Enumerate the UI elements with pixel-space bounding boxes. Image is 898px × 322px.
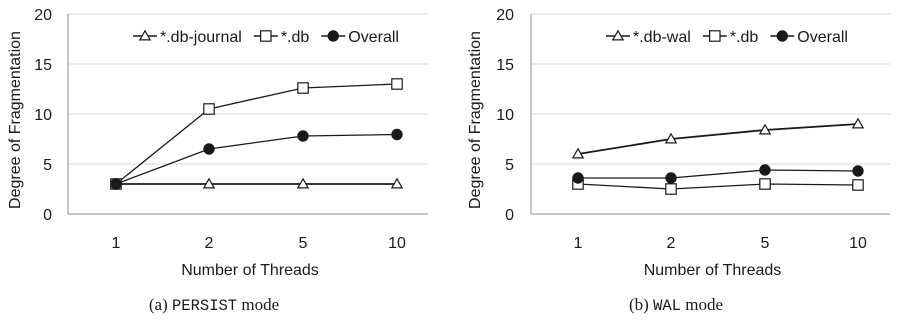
data-point: [390, 177, 404, 189]
caption-mode: WAL: [653, 297, 681, 315]
series-line: [115, 83, 398, 185]
y-tick-label: 0: [505, 207, 514, 224]
data-point: [852, 165, 864, 177]
caption-mode: PERSIST: [172, 297, 237, 315]
data-point: [572, 172, 584, 184]
data-point: [391, 128, 403, 141]
legend-label: *.db-journal: [160, 29, 242, 46]
caption: (a) PERSIST mode: [149, 295, 279, 315]
legend-marker: [260, 30, 272, 42]
y-tick-label: 5: [505, 157, 514, 174]
data-point: [203, 103, 215, 115]
legend-label: *.db: [281, 29, 310, 46]
legend-marker: [138, 29, 152, 41]
y-tick-label: 10: [496, 107, 514, 124]
y-tick-label: 0: [43, 207, 52, 224]
x-axis-label: Number of Threads: [644, 262, 782, 279]
data-point: [852, 179, 864, 191]
legend-marker: [709, 30, 721, 42]
data-point: [665, 172, 677, 184]
x-tick-label: 5: [299, 235, 308, 252]
y-axis-label: Degree of Fragmentation: [7, 31, 24, 209]
y-tick-label: 10: [34, 107, 52, 124]
x-tick-label: 10: [388, 235, 406, 252]
y-axis-label: Degree of Fragmentation: [467, 31, 484, 209]
y-tick-label: 15: [496, 57, 514, 74]
data-point: [571, 147, 585, 159]
chart-persist-mode: 0 5 10 15 20 1 2 5 10 Number of Threads Degree of …: [7, 7, 428, 315]
data-point: [851, 117, 865, 129]
x-tick-label: 2: [205, 235, 214, 252]
legend-label: Overall: [797, 29, 848, 46]
legend-label: *.db: [730, 29, 759, 46]
caption: (b) WAL mode: [629, 295, 723, 315]
legend-marker: [611, 29, 625, 41]
x-tick-label: 10: [849, 235, 867, 252]
caption-suffix: mode: [237, 295, 279, 314]
caption-suffix: mode: [681, 295, 723, 314]
y-tick-label: 15: [34, 57, 52, 74]
data-point: [664, 132, 678, 144]
data-point: [296, 177, 310, 189]
x-tick-label: 5: [761, 235, 770, 252]
data-point: [202, 177, 216, 189]
y-tick-label: 5: [43, 157, 52, 174]
data-point: [759, 164, 771, 176]
chart-wal-mode: 0 5 10 15 20 1 2 5 10 Number of Threads Degree of …: [467, 7, 890, 315]
x-tick-label: 1: [112, 235, 121, 252]
data-point: [110, 178, 122, 190]
data-point: [759, 178, 771, 190]
legend-label: *.db-wal: [633, 29, 691, 46]
series-line: [577, 183, 859, 190]
data-point: [297, 130, 309, 142]
data-point: [297, 82, 309, 94]
data-point: [758, 123, 772, 135]
y-tick-label: 20: [496, 7, 514, 24]
series-line: [577, 123, 859, 155]
legend-label: Overall: [348, 29, 399, 46]
y-tick-label: 20: [34, 7, 52, 24]
caption-prefix: (a): [149, 295, 172, 314]
data-point: [203, 143, 215, 155]
data-point: [391, 78, 403, 90]
x-axis-label: Number of Threads: [181, 262, 319, 279]
data-point: [665, 183, 677, 195]
legend-marker: [776, 30, 788, 42]
series-line: [115, 133, 398, 185]
caption-prefix: (b): [629, 295, 653, 314]
x-tick-label: 2: [667, 235, 676, 252]
x-tick-label: 1: [574, 235, 583, 252]
legend-marker: [327, 30, 339, 42]
series-line: [578, 169, 859, 179]
